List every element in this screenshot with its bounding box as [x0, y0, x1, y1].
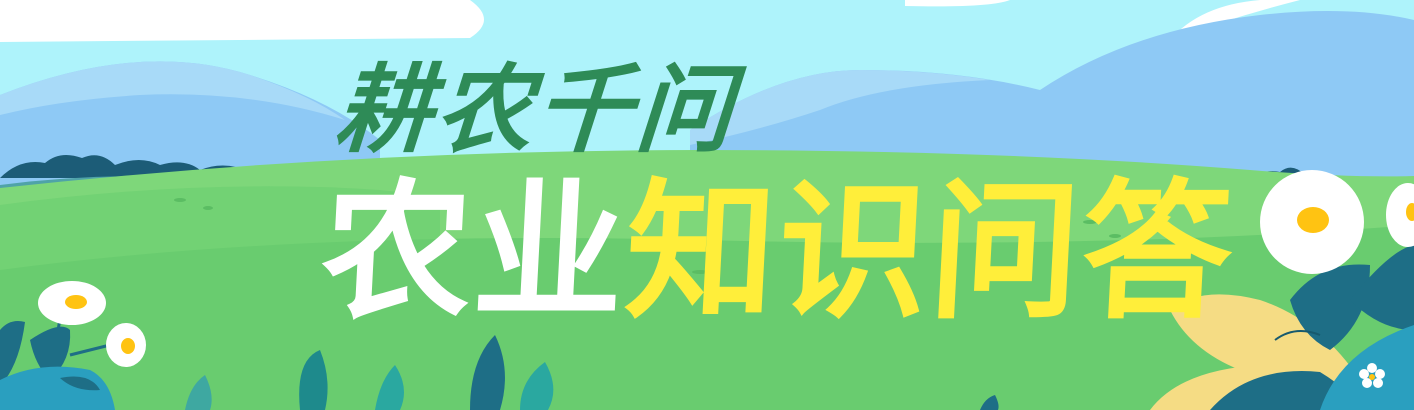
small-white-flower-icon: [1359, 363, 1385, 388]
hill-front: [0, 225, 1414, 410]
grass-specks: [174, 198, 1121, 274]
subtitle-yellow-part: 知识问答: [621, 166, 1239, 340]
banner-subtitle: 农业知识问答: [317, 166, 1238, 340]
daisy-flower-icon-right: [1260, 170, 1414, 311]
subtitle-white-part: 农业: [317, 166, 631, 340]
cloud-icon: [0, 0, 1300, 42]
daisy-flower-icon: [38, 281, 146, 367]
leaf-icon-right: [1150, 245, 1414, 410]
banner-title: 耕农千问: [332, 54, 740, 166]
leaf-icon: [0, 321, 999, 410]
